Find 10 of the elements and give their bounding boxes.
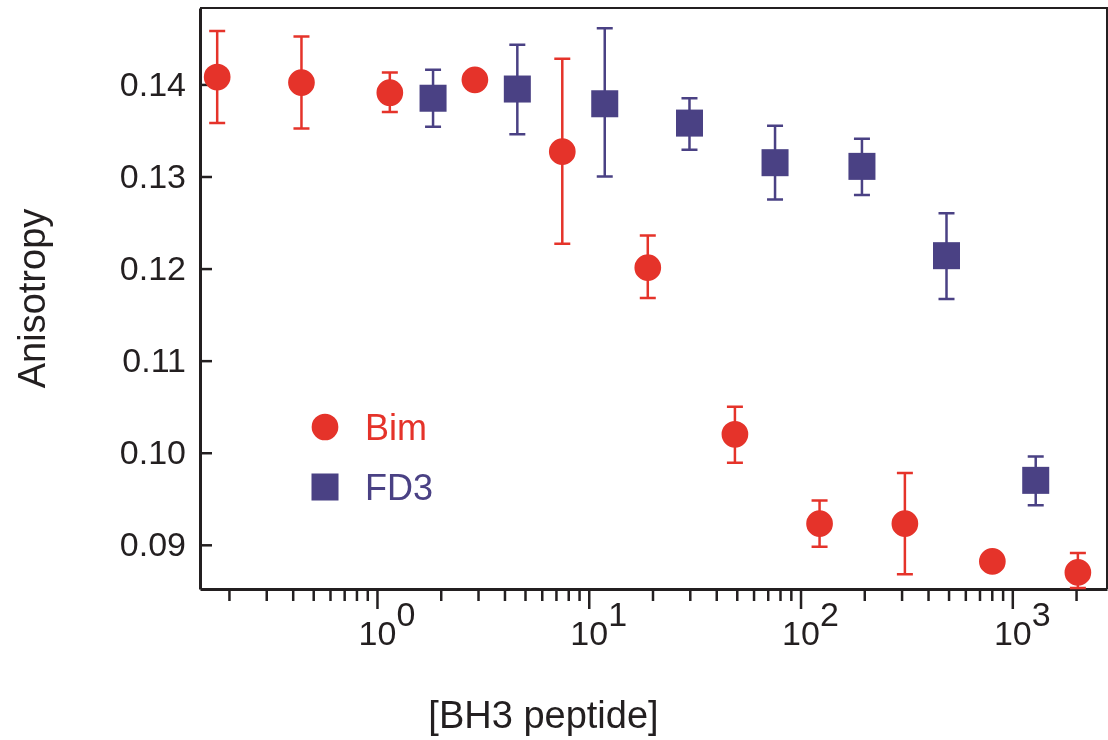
legend-label: FD3 xyxy=(365,466,434,508)
x-axis-title: [BH3 peptide] xyxy=(428,694,659,736)
y-tick-label: 0.13 xyxy=(119,156,186,195)
y-axis-title: Anisotropy xyxy=(11,208,53,389)
y-tick-label: 0.12 xyxy=(119,248,186,287)
y-tick-label: 0.14 xyxy=(119,64,186,103)
y-tick-label: 0.10 xyxy=(119,433,186,472)
y-tick-label: 0.09 xyxy=(119,525,186,564)
y-tick-label: 0.11 xyxy=(122,341,186,380)
legend-label: Bim xyxy=(365,406,427,448)
